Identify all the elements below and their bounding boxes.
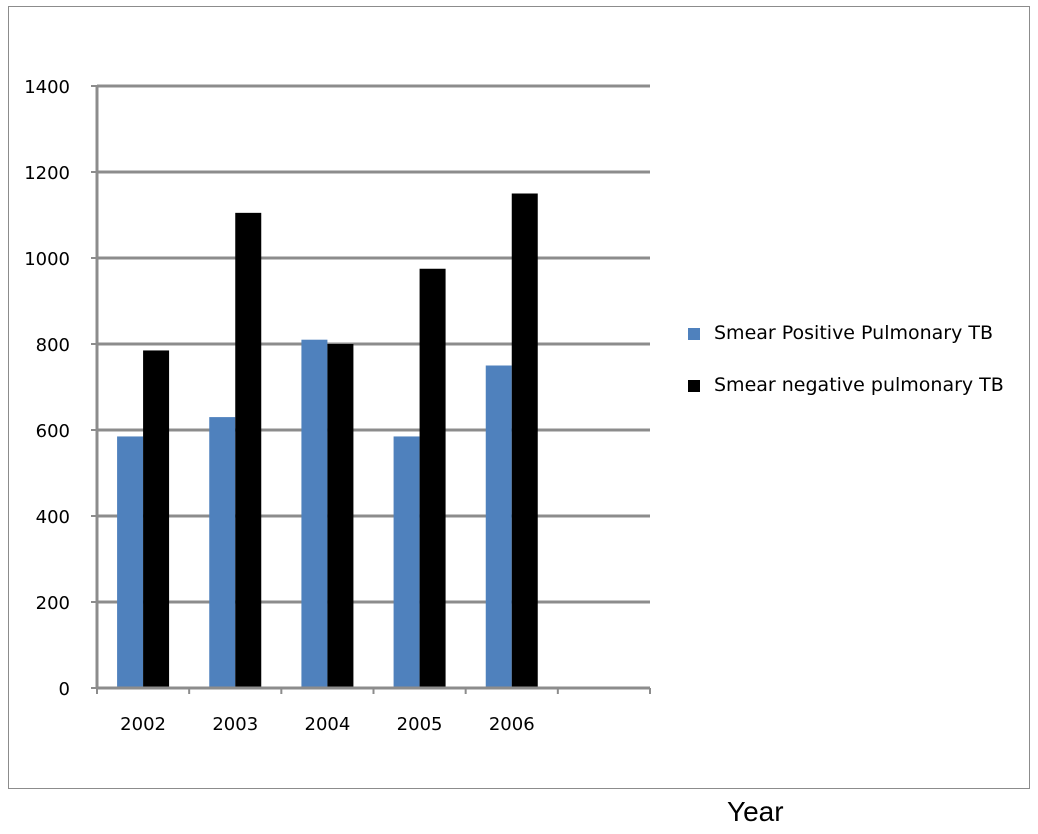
bar-smear-negative-2002 [143, 350, 170, 688]
x-tick-label-2002: 2002 [120, 714, 166, 735]
bar-smear-positive-2006 [485, 365, 512, 688]
axes [91, 85, 651, 694]
legend-label-smear-negative: Smear negative pulmonary TB [714, 374, 1004, 396]
gridlines [97, 84, 650, 604]
y-tick-label-1000: 1000 [24, 249, 70, 270]
legend-swatch-smear-negative [688, 380, 700, 392]
legend: Smear Positive Pulmonary TB Smear negati… [688, 318, 1028, 422]
bars [117, 193, 538, 688]
bar-smear-positive-2004 [301, 339, 328, 688]
y-tick-label-600: 600 [36, 421, 70, 442]
y-tick-label-1200: 1200 [24, 163, 70, 184]
bar-smear-positive-2005 [393, 436, 420, 688]
bar-smear-negative-2005 [419, 268, 446, 688]
x-tick-label-2005: 2005 [397, 714, 443, 735]
legend-label-smear-positive: Smear Positive Pulmonary TB [714, 322, 994, 344]
y-tick-label-0: 0 [59, 679, 70, 700]
legend-item-smear-positive: Smear Positive Pulmonary TB [688, 318, 1028, 348]
tick-labels: 0 200 400 600 800 1000 1200 1400 2002 2003 2004 200… [24, 77, 534, 735]
bar-smear-positive-2002 [117, 436, 144, 688]
bar-smear-negative-2006 [511, 193, 538, 688]
bar-smear-positive-2003 [209, 417, 236, 688]
x-axis-title: Year [727, 796, 784, 827]
y-tick-label-800: 800 [36, 335, 70, 356]
x-tick-label-2004: 2004 [305, 714, 351, 735]
y-tick-label-1400: 1400 [24, 77, 70, 98]
bar-smear-negative-2003 [235, 212, 262, 688]
x-tick-label-2003: 2003 [212, 714, 258, 735]
bar-smear-negative-2004 [327, 344, 354, 688]
legend-swatch-smear-positive [688, 328, 700, 340]
x-tick-label-2006: 2006 [489, 714, 535, 735]
y-tick-label-400: 400 [36, 507, 70, 528]
legend-item-smear-negative: Smear negative pulmonary TB [688, 370, 1028, 400]
y-tick-label-200: 200 [36, 593, 70, 614]
